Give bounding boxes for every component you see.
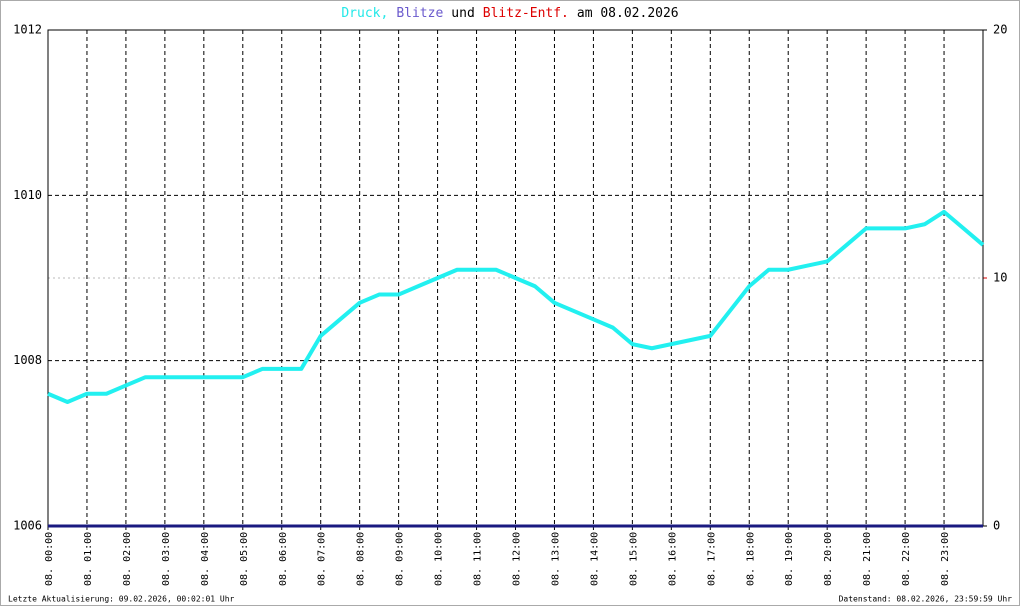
- x-tick-label: 08. 08:00: [356, 532, 367, 586]
- y2-tick-label: 10: [993, 271, 1007, 285]
- title-part: Blitze: [396, 6, 443, 21]
- series-line: [47, 209, 985, 404]
- x-tick-label: 08. 06:00: [278, 532, 289, 586]
- x-tick-label: 08. 07:00: [317, 532, 328, 586]
- x-tick-label: 08. 22:00: [901, 532, 912, 586]
- y-tick-label: 1012: [13, 23, 42, 37]
- title-part: Druck,: [341, 6, 388, 21]
- x-tick-label: 08. 09:00: [395, 532, 406, 586]
- x-tick-label: 08. 15:00: [628, 532, 639, 586]
- y-tick-label: 1010: [13, 188, 42, 202]
- footer-right: Datenstand: 08.02.2026, 23:59:59 Uhr: [839, 595, 1013, 604]
- chart-title: Druck, Blitze und Blitz-Entf. am 08.02.2026: [341, 6, 678, 21]
- x-tick-label: 08. 04:00: [200, 532, 211, 586]
- x-tick-label: 08. 23:00: [940, 532, 951, 586]
- x-tick-label: 08. 03:00: [161, 532, 172, 586]
- x-tick-label: 08. 20:00: [823, 532, 834, 586]
- x-tick-label: 08. 00:00: [44, 532, 55, 586]
- title-part: am 08.02.2026: [577, 6, 679, 21]
- x-tick-label: 08. 11:00: [473, 532, 484, 586]
- x-tick-label: 08. 10:00: [434, 532, 445, 586]
- x-tick-label: 08. 05:00: [239, 532, 250, 586]
- x-tick-label: 08. 21:00: [862, 532, 873, 586]
- x-tick-label: 08. 12:00: [512, 532, 523, 586]
- footer-left: Letzte Aktualisierung: 09.02.2026, 00:02…: [8, 595, 235, 604]
- x-tick-label: 08. 19:00: [784, 532, 795, 586]
- x-tick-label: 08. 17:00: [706, 532, 717, 586]
- x-tick-label: 08. 16:00: [667, 532, 678, 586]
- y2-tick-label: 0: [993, 519, 1000, 533]
- title-part: Blitz-Entf.: [483, 6, 569, 21]
- x-tick-label: 08. 13:00: [550, 532, 561, 586]
- y-tick-label: 1008: [13, 353, 42, 367]
- y2-tick-label: 20: [993, 23, 1007, 37]
- x-tick-label: 08. 18:00: [745, 532, 756, 586]
- title-part: und: [451, 6, 474, 21]
- x-tick-label: 08. 14:00: [589, 532, 600, 586]
- y-tick-label: 1006: [13, 519, 42, 533]
- x-tick-label: 08. 02:00: [122, 532, 133, 586]
- x-tick-label: 08. 01:00: [83, 532, 94, 586]
